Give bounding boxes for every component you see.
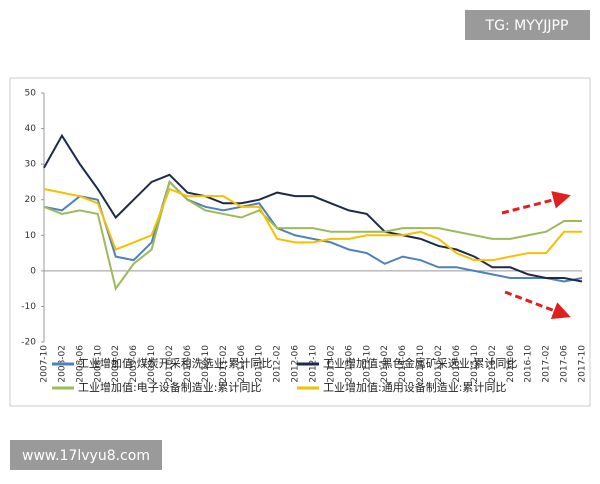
x-tick-label: 2014-10 bbox=[416, 345, 426, 383]
x-tick-label: 2007-10 bbox=[40, 345, 50, 383]
x-tick-label: 2016-02 bbox=[488, 345, 498, 383]
x-tick-label: 2015-10 bbox=[470, 345, 480, 383]
legend-label: 工业增加值:黑色金属矿采选业:累计同比 bbox=[323, 356, 517, 370]
watermark-box bbox=[10, 440, 162, 470]
x-tick-label: 2016-06 bbox=[506, 345, 516, 383]
x-tick-label: 2010-02 bbox=[165, 345, 175, 383]
x-tick-label: 2017-06 bbox=[560, 345, 570, 383]
x-tick-label: 2014-02 bbox=[380, 345, 390, 383]
y-tick-label: 10 bbox=[25, 231, 37, 241]
x-tick-label: 2012-02 bbox=[273, 345, 283, 383]
x-tick-label: 2016-10 bbox=[524, 345, 534, 383]
y-tick-label: -20 bbox=[21, 338, 36, 348]
x-tick-label: 2011-06 bbox=[237, 345, 247, 383]
series-line bbox=[43, 133, 583, 283]
x-tick-label: 2009-02 bbox=[111, 345, 121, 383]
x-tick-label: 2010-06 bbox=[183, 345, 193, 383]
x-tick-label: 2017-02 bbox=[542, 345, 552, 383]
legend-label: 工业增加值:煤炭开采和洗选业:累计同比 bbox=[78, 356, 272, 370]
x-tick-label: 2013-02 bbox=[326, 345, 336, 383]
x-tick-label: 2008-06 bbox=[75, 345, 85, 383]
x-tick-label: 2008-10 bbox=[93, 345, 103, 383]
watermark: TG: MYYJJPP bbox=[485, 18, 569, 34]
x-tick-label: 2009-10 bbox=[147, 345, 157, 383]
y-tick-label: 0 bbox=[30, 266, 36, 276]
y-tick-label: 30 bbox=[25, 160, 37, 170]
y-tick-label: 40 bbox=[25, 124, 37, 134]
x-tick-label: 2011-02 bbox=[219, 345, 229, 383]
y-tick-label: 20 bbox=[25, 195, 37, 205]
x-tick-label: 2017-10 bbox=[578, 345, 588, 383]
x-tick-label: 2013-10 bbox=[362, 345, 372, 383]
x-tick-label: 2015-02 bbox=[434, 345, 444, 383]
series-line bbox=[43, 180, 582, 291]
chart-frame bbox=[9, 77, 591, 407]
x-tick-label: 2012-06 bbox=[291, 345, 301, 383]
watermark-box bbox=[465, 10, 590, 40]
x-tick-label: 2010-10 bbox=[201, 345, 211, 383]
x-tick-label: 2014-06 bbox=[398, 345, 408, 383]
legend-label: 工业增加值:电子设备制造业:累计同比 bbox=[78, 380, 261, 394]
arrow bbox=[501, 191, 571, 215]
y-tick-label: -10 bbox=[21, 302, 36, 312]
x-tick-label: 2011-10 bbox=[255, 345, 265, 383]
x-tick-label: 2009-06 bbox=[129, 345, 139, 383]
x-tick-label: 2013-06 bbox=[344, 345, 354, 383]
arrow bbox=[504, 290, 571, 320]
series-line bbox=[43, 187, 582, 262]
watermark: www.17lvyu8.com bbox=[22, 448, 150, 464]
series-line bbox=[43, 180, 583, 283]
x-tick-label: 2015-06 bbox=[452, 345, 462, 383]
legend-label: 工业增加值:通用设备制造业:累计同比 bbox=[323, 380, 506, 394]
y-tick-label: 50 bbox=[25, 89, 37, 99]
